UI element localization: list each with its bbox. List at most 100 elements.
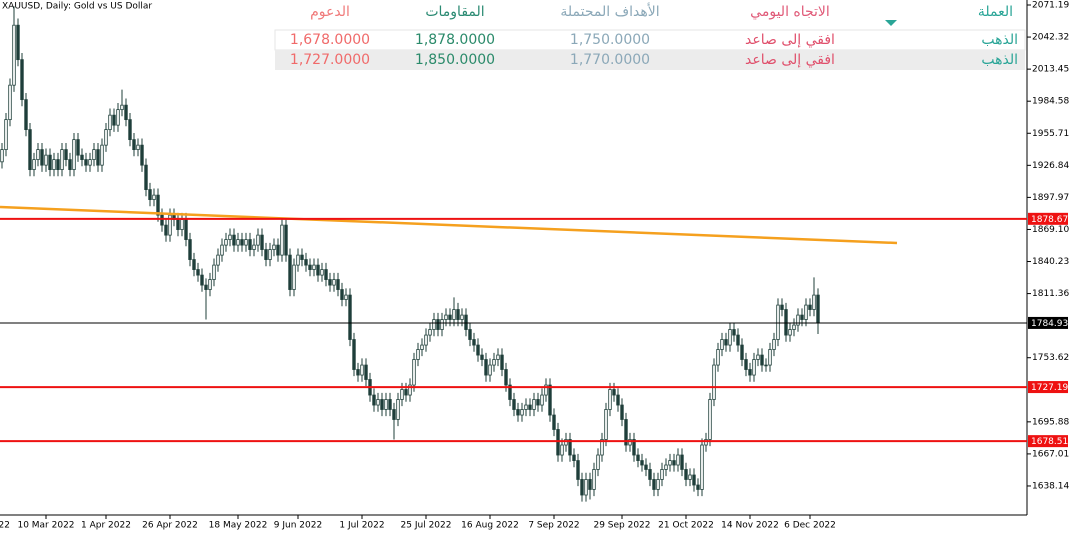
candle-body <box>84 159 88 166</box>
candle-body <box>808 304 812 310</box>
candle-body <box>48 154 52 170</box>
candle-body <box>12 24 16 86</box>
candle-body <box>712 364 716 400</box>
candle-body <box>44 154 48 166</box>
x-tick-label: 26 Apr 2022 <box>142 521 198 531</box>
candle-body <box>60 149 64 170</box>
candle-body <box>800 314 804 320</box>
candle-body <box>256 234 260 246</box>
candle-body <box>176 219 180 230</box>
candle-body <box>224 239 228 246</box>
candle-body <box>580 479 584 496</box>
price-level-label: 1784.93 <box>1031 319 1068 329</box>
candle-body <box>640 460 644 466</box>
x-tick-label: 1 Apr 2022 <box>81 521 131 531</box>
candle-body <box>632 439 636 456</box>
y-tick-label: 1955.71 <box>1032 129 1069 139</box>
candle-body <box>776 304 780 340</box>
candle-body <box>336 279 340 290</box>
candle-body <box>24 99 28 131</box>
candle-body <box>520 409 524 416</box>
candle-body <box>672 460 676 466</box>
candle-body <box>716 349 720 366</box>
price-level-label: 1678.51 <box>1031 437 1068 447</box>
candle-body <box>392 409 396 420</box>
candle-body <box>364 364 368 380</box>
candle-body <box>600 439 604 456</box>
candle-body <box>544 384 548 396</box>
candle-body <box>232 234 236 246</box>
x-tick-label: 18 May 2022 <box>209 521 268 531</box>
candle-body <box>424 334 428 346</box>
candle-body <box>484 359 488 376</box>
candle-body <box>328 279 332 286</box>
price-level-box <box>1028 316 1068 329</box>
candle-body <box>244 239 248 246</box>
candle-body <box>88 159 92 166</box>
candle-body <box>124 104 128 121</box>
candle-body <box>96 149 100 166</box>
candle-body <box>144 164 148 190</box>
y-tick-label: 1667.01 <box>1032 449 1069 459</box>
candle-body <box>208 279 212 290</box>
candle-body <box>456 309 460 320</box>
candle-body <box>168 214 172 236</box>
candle-body <box>548 384 552 416</box>
candle-body <box>628 439 632 446</box>
candle-body <box>228 234 232 240</box>
y-tick-label: 1869.10 <box>1032 225 1069 235</box>
candle-body <box>644 464 648 470</box>
candle-body <box>360 364 364 376</box>
candle-body <box>36 149 40 160</box>
candle-body <box>552 414 556 430</box>
table-cell: الذهب <box>981 52 1018 68</box>
y-tick-label: 1638.14 <box>1032 481 1069 491</box>
x-tick-label: 6 Dec 2022 <box>784 521 836 531</box>
y-tick-label: 1926.84 <box>1032 161 1069 171</box>
candle-body <box>196 269 200 276</box>
candle-body <box>408 384 412 396</box>
candle-body <box>164 224 168 236</box>
candle-body <box>608 389 612 410</box>
candle-body <box>20 59 24 101</box>
candle-body <box>400 389 404 400</box>
candle-body <box>676 454 680 466</box>
candle-body <box>200 274 204 286</box>
candle-body <box>304 259 308 266</box>
table-cell: 1,727.0000 <box>290 52 370 68</box>
candle-body <box>56 159 60 170</box>
table-row-bg <box>275 50 1025 70</box>
candle-body <box>292 264 296 290</box>
candle-body <box>72 139 76 170</box>
chart-title: XAUUSD, Daily: Gold vs US Dollar <box>2 2 152 12</box>
candle-body <box>8 84 12 121</box>
candle-body <box>148 189 152 200</box>
candle-body <box>572 454 576 461</box>
candle-body <box>440 319 444 330</box>
table-header: الاتجاه اليومي <box>750 4 830 20</box>
candle-body <box>356 369 360 376</box>
candle-body <box>812 294 816 310</box>
candle-body <box>28 129 32 170</box>
table-header: العملة <box>978 4 1013 20</box>
y-tick-label: 1840.23 <box>1032 257 1069 267</box>
candle-body <box>316 264 320 276</box>
candle-body <box>772 339 776 350</box>
price-level-box <box>1028 212 1068 225</box>
dropdown-icon[interactable] <box>885 20 897 26</box>
candle-body <box>564 439 568 446</box>
candle-body <box>248 239 252 250</box>
candle-body <box>488 364 492 376</box>
candle-body <box>404 389 408 396</box>
price-level-box <box>1028 435 1068 448</box>
candle-body <box>112 114 116 126</box>
candle-body <box>668 460 672 466</box>
candle-body <box>184 219 188 240</box>
candle-body <box>720 339 724 350</box>
candle-body <box>624 419 628 446</box>
candle-body <box>680 454 684 470</box>
candle-body <box>496 354 500 360</box>
candle-body <box>384 399 388 410</box>
x-tick-label: 14 Nov 2022 <box>721 521 779 531</box>
candle-body <box>792 324 796 330</box>
